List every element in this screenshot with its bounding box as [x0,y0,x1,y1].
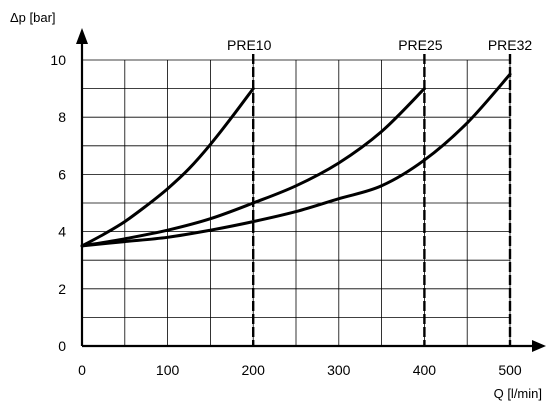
x-tick-label: 0 [78,362,86,378]
curves [80,72,512,248]
curve-pre32 [80,72,512,248]
y-tick-label: 4 [58,224,66,240]
x-tick-label: 100 [156,362,180,378]
curve-pre10 [80,87,255,248]
series-labels: PRE10 PRE25 PRE32 [227,37,532,53]
series-label-pre25: PRE25 [398,37,443,53]
y-tick-label: 2 [58,281,66,297]
y-axis-arrow-icon [76,28,88,44]
y-axis-label: Δp [bar] [10,10,56,25]
x-tick-label: 400 [413,362,437,378]
y-tick-label: 10 [50,52,66,68]
x-axis-arrow-icon [532,340,546,352]
series-marker-lines [251,54,512,346]
x-tick-label: 500 [498,362,522,378]
y-tick-label: 8 [58,109,66,125]
grid [82,59,511,346]
y-tick-labels: 0 2 4 6 8 10 [50,52,66,354]
y-tick-label: 6 [58,166,66,182]
x-tick-labels: 0 100 200 300 400 500 [78,362,522,378]
x-axis-label: Q [l/min] [494,386,542,401]
axes [76,28,546,352]
series-label-pre10: PRE10 [227,37,272,53]
y-tick-label: 0 [58,338,66,354]
x-tick-label: 200 [242,362,266,378]
curve-pre25 [80,87,426,248]
x-tick-label: 300 [327,362,351,378]
series-label-pre32: PRE32 [488,37,533,53]
